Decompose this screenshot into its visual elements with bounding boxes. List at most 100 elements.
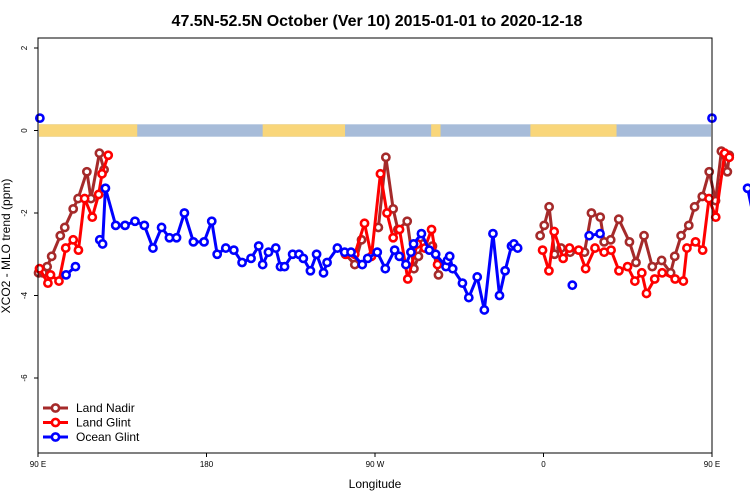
data-point <box>430 249 441 260</box>
series-segment <box>491 232 502 297</box>
series-layer <box>33 113 750 315</box>
data-point <box>444 251 455 262</box>
data-point <box>539 220 550 231</box>
data-point <box>463 292 474 303</box>
data-point <box>402 274 413 284</box>
data-point <box>447 263 458 274</box>
data-point <box>322 257 332 268</box>
series-segment <box>210 219 219 256</box>
data-point <box>139 220 150 231</box>
land-segment <box>262 124 346 137</box>
data-point <box>605 234 616 245</box>
data-point <box>595 228 605 239</box>
data-point <box>68 203 79 214</box>
data-point <box>402 216 413 227</box>
data-point <box>257 259 268 270</box>
legend-item: Land Nadir <box>43 401 135 415</box>
series-segment <box>701 197 711 252</box>
data-point <box>120 220 130 231</box>
data-point <box>103 150 114 161</box>
series-segment <box>547 230 556 273</box>
data-point <box>46 251 57 262</box>
data-point <box>349 259 360 270</box>
data-point <box>433 269 444 280</box>
data-point <box>212 249 223 260</box>
land-segment <box>431 124 441 137</box>
data-point <box>60 243 71 253</box>
data-point <box>647 261 658 272</box>
series-segment <box>384 155 395 211</box>
data-point <box>479 305 490 315</box>
data-point <box>68 234 79 245</box>
data-point <box>697 245 708 256</box>
data-point <box>382 208 392 218</box>
data-point <box>388 232 399 243</box>
legend-label: Land Nadir <box>76 401 135 415</box>
data-point <box>573 245 584 256</box>
data-point <box>629 276 640 286</box>
y-tick-label: 2 <box>20 45 29 50</box>
x-axis: 90 E 180 90 W 0 90 E <box>30 453 720 469</box>
data-point <box>43 278 53 289</box>
data-point <box>564 243 575 253</box>
data-point <box>704 166 715 177</box>
data-point <box>34 263 45 274</box>
series-segment <box>746 186 750 207</box>
series-segment <box>57 246 68 283</box>
data-point <box>94 148 105 159</box>
series-segment <box>89 151 101 201</box>
data-point <box>641 288 652 299</box>
data-point <box>380 263 391 274</box>
series-segment <box>714 151 727 219</box>
data-point <box>389 245 400 256</box>
data-point <box>622 261 633 272</box>
series-segment <box>475 275 486 312</box>
land-segment <box>530 124 617 137</box>
data-point <box>537 245 548 256</box>
series-segment <box>103 186 118 227</box>
data-point <box>220 243 231 253</box>
x-axis-label: Longitude <box>349 477 402 491</box>
y-axis: 2 0 -2 -4 -6 <box>20 45 38 382</box>
data-point <box>179 208 190 218</box>
data-point <box>70 261 81 272</box>
data-point <box>206 216 217 227</box>
series-land-glint <box>34 148 735 299</box>
data-point <box>311 249 322 260</box>
data-point <box>237 257 247 268</box>
data-point <box>110 220 121 231</box>
data-point <box>678 276 689 286</box>
data-point <box>613 214 624 225</box>
series-segment <box>182 211 195 244</box>
data-point <box>246 253 256 264</box>
data-point <box>73 245 84 256</box>
data-point <box>148 243 158 253</box>
series-segment <box>378 172 389 215</box>
series-segment <box>681 246 689 283</box>
data-point <box>590 243 600 253</box>
data-point <box>472 272 483 282</box>
data-point <box>639 230 649 241</box>
land-mask-band <box>39 124 711 137</box>
data-point <box>346 247 356 258</box>
data-point <box>614 265 624 276</box>
y-tick-label: -6 <box>20 374 29 382</box>
data-point <box>683 220 694 231</box>
data-point <box>670 274 681 284</box>
x-tick-label: 180 <box>200 460 214 469</box>
y-tick-label: -4 <box>20 291 29 299</box>
data-point <box>549 226 560 237</box>
series-segment <box>369 172 382 258</box>
data-point <box>710 212 721 223</box>
data-point <box>188 236 199 247</box>
data-point <box>636 267 647 278</box>
legend-marker <box>50 403 61 413</box>
y-tick-label: 0 <box>20 128 29 133</box>
legend-marker <box>50 417 61 428</box>
data-point <box>362 253 373 264</box>
data-point <box>100 183 111 194</box>
data-point <box>742 183 750 194</box>
data-point <box>724 152 735 163</box>
data-point <box>130 216 140 227</box>
data-point <box>375 168 386 179</box>
